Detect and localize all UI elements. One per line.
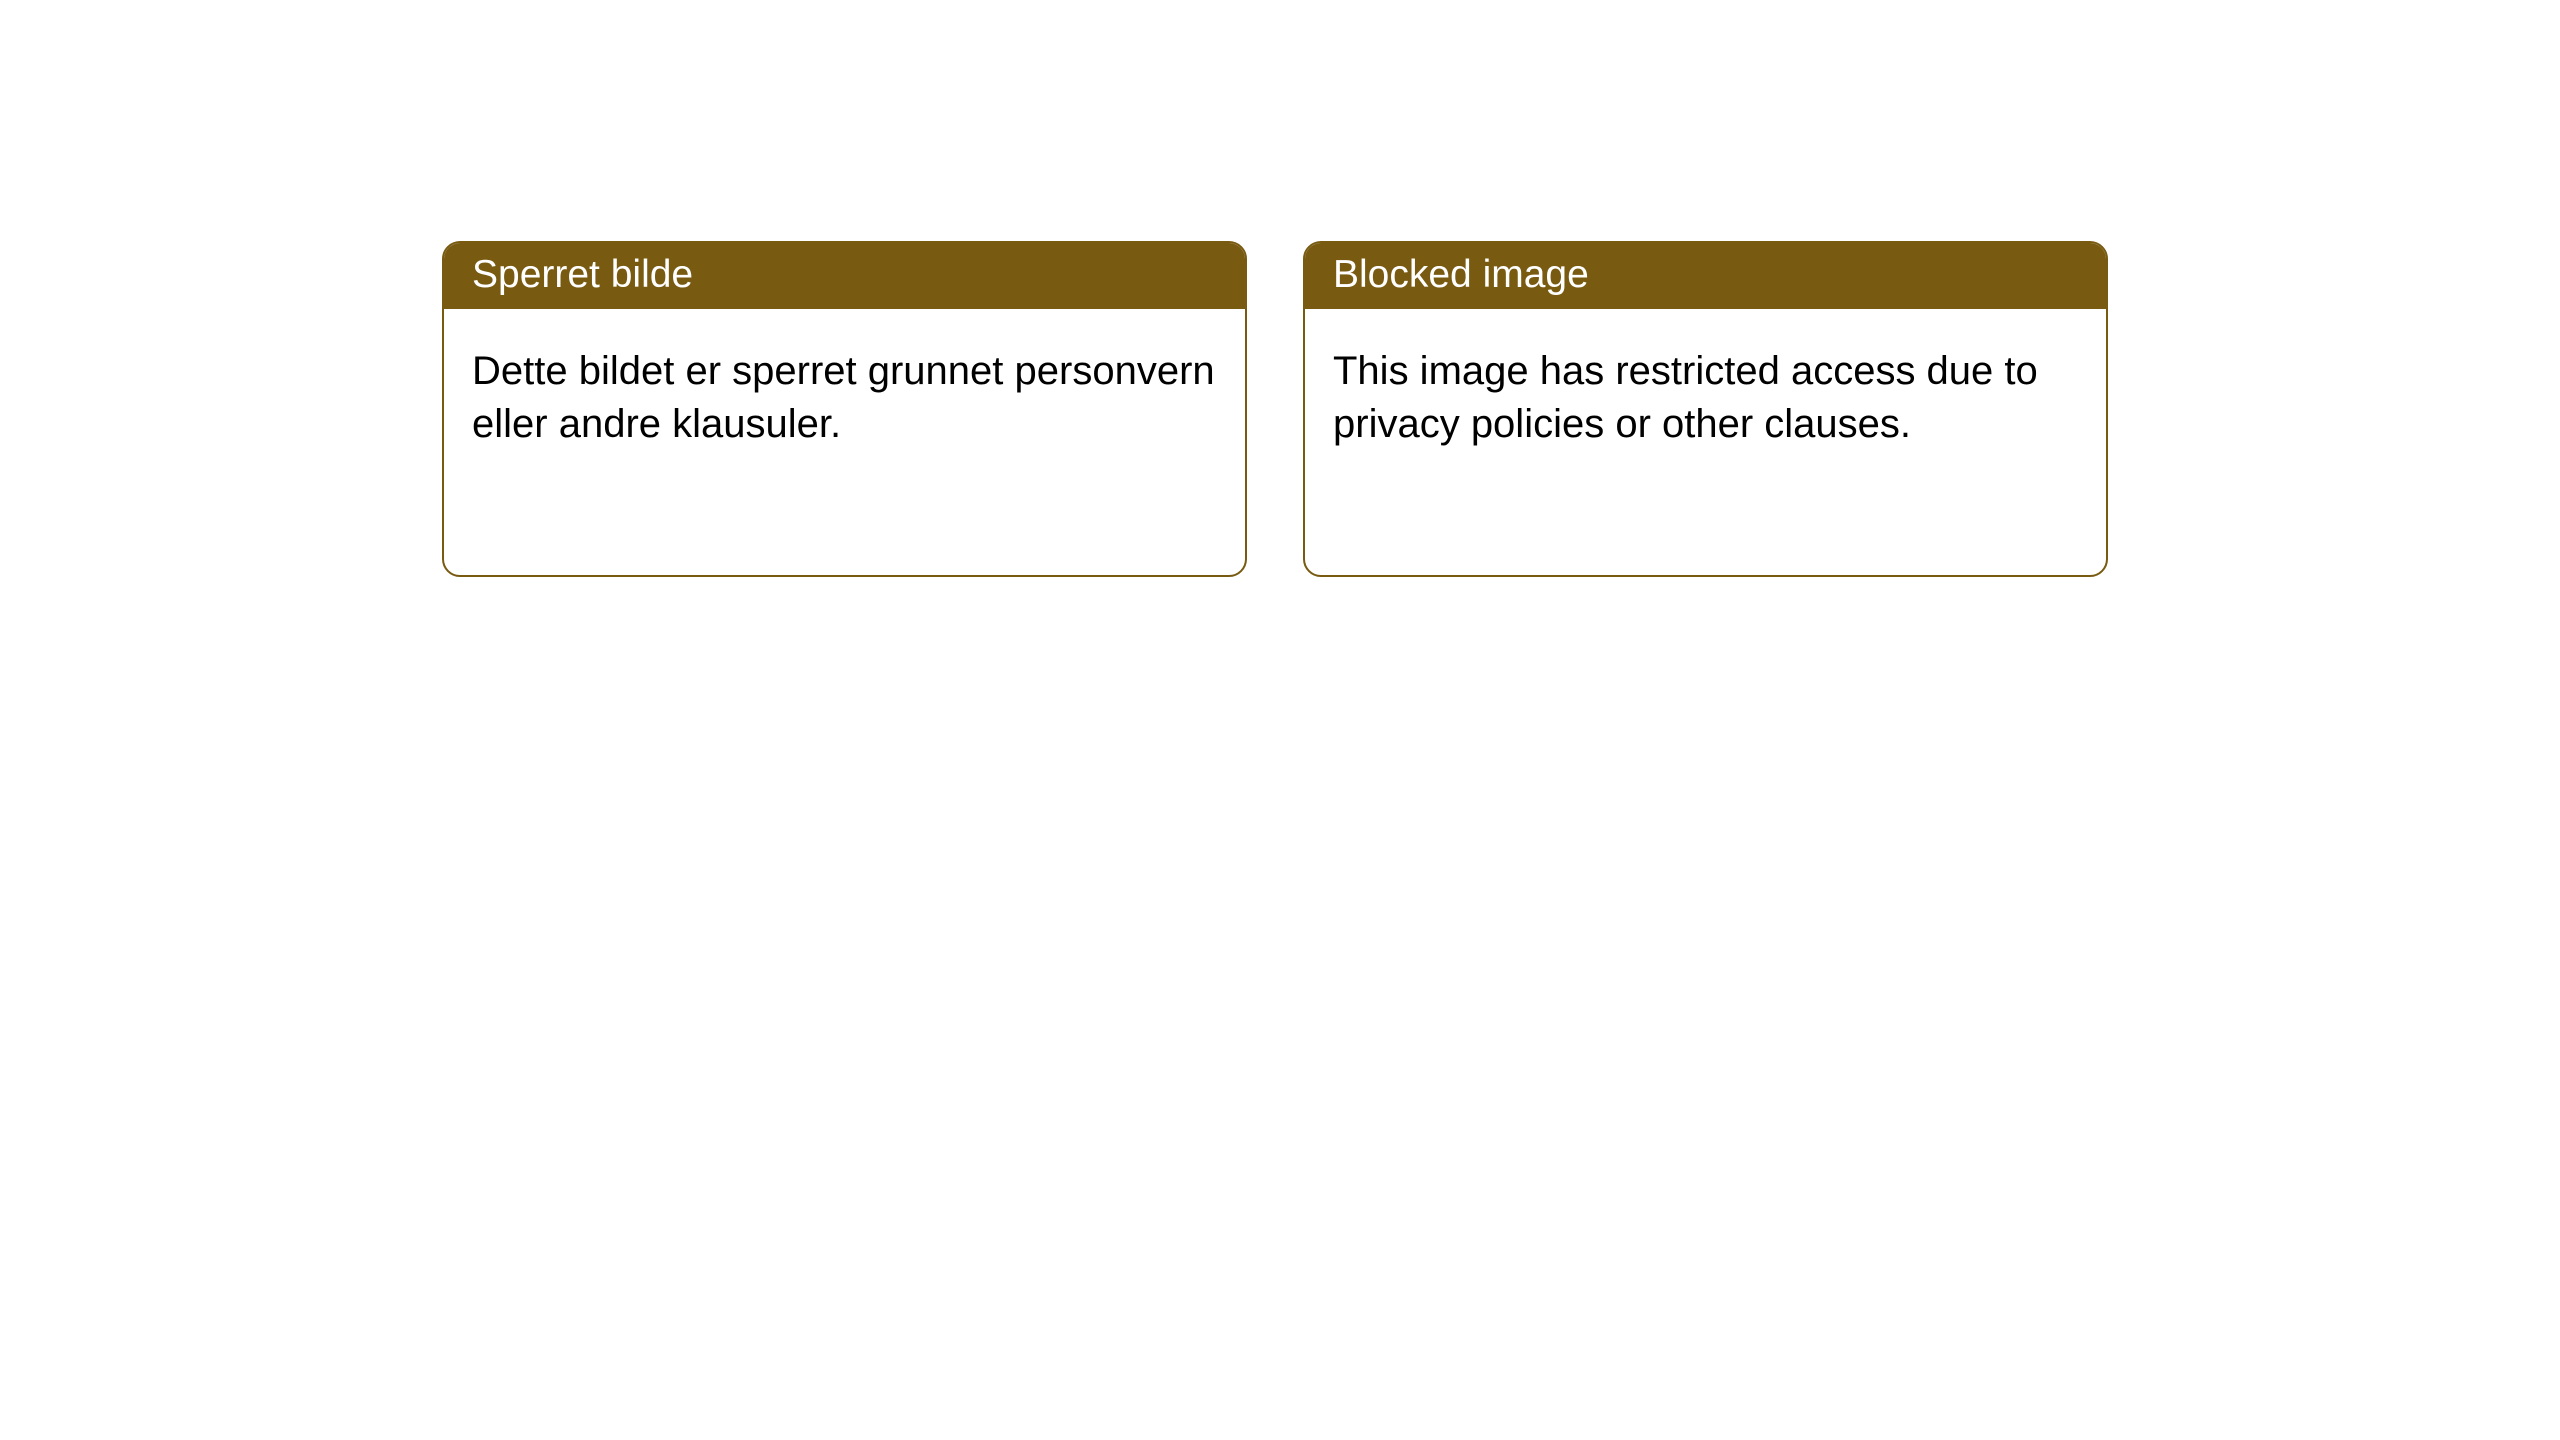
notice-container: Sperret bilde Dette bildet er sperret gr…	[0, 0, 2560, 577]
notice-card-norwegian: Sperret bilde Dette bildet er sperret gr…	[442, 241, 1247, 577]
notice-body: This image has restricted access due to …	[1305, 309, 2106, 479]
notice-card-english: Blocked image This image has restricted …	[1303, 241, 2108, 577]
notice-header: Sperret bilde	[444, 243, 1245, 309]
notice-header: Blocked image	[1305, 243, 2106, 309]
notice-body: Dette bildet er sperret grunnet personve…	[444, 309, 1245, 479]
